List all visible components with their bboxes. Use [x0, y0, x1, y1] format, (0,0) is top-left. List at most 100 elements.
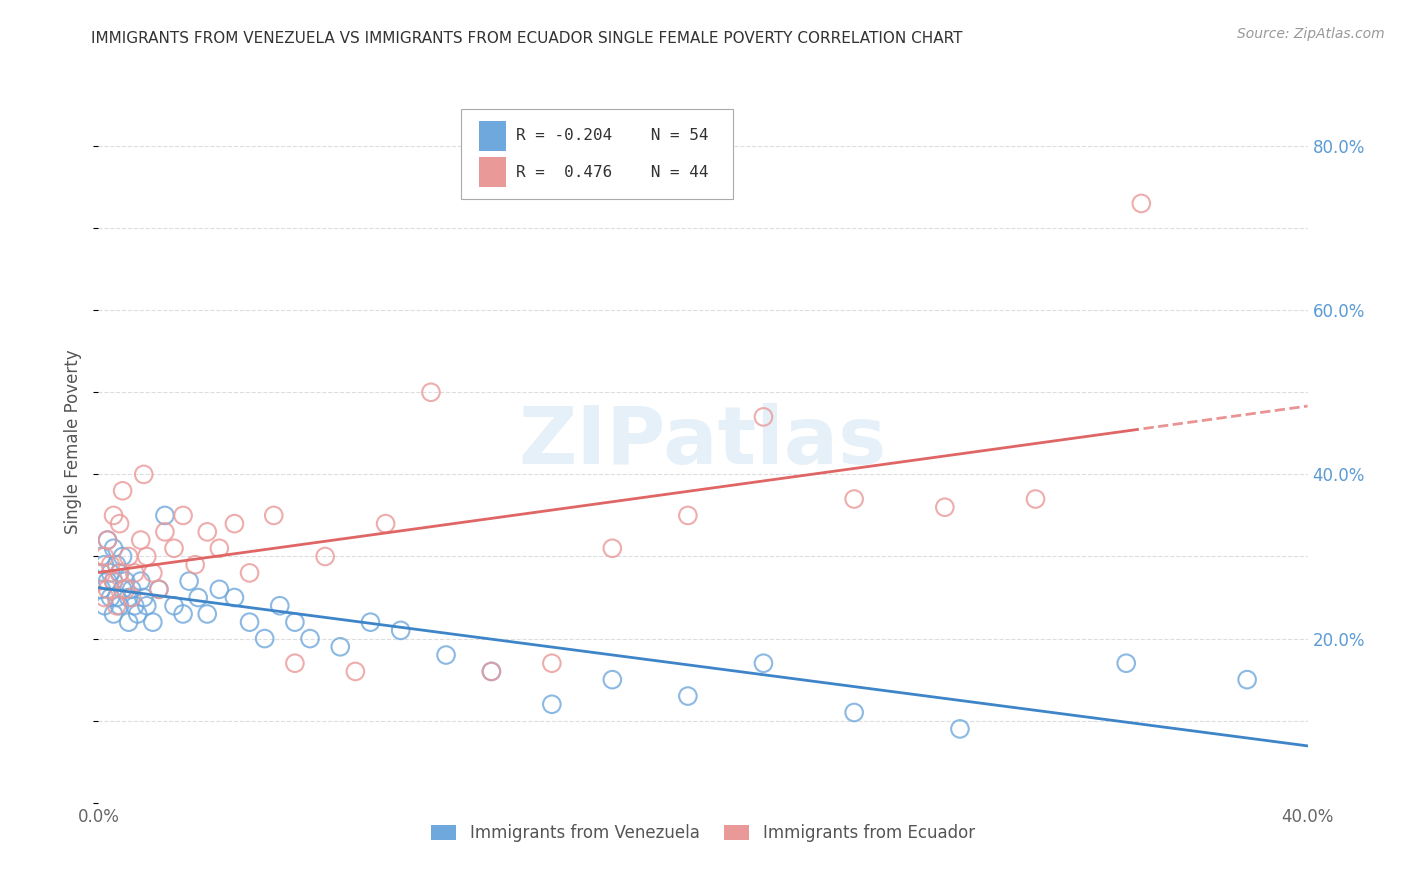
Point	[284, 657, 307, 671]
Point	[949, 722, 972, 736]
Point	[105, 591, 128, 605]
Point	[111, 483, 134, 498]
Point	[93, 599, 115, 613]
Point	[934, 500, 956, 515]
Point	[1115, 657, 1137, 671]
Point	[103, 541, 125, 556]
Point	[163, 599, 186, 613]
Point	[389, 624, 412, 638]
Point	[208, 541, 231, 556]
Point	[100, 566, 122, 580]
Point	[108, 566, 131, 580]
Point	[90, 566, 112, 580]
Point	[481, 665, 503, 679]
Point	[142, 566, 165, 580]
Point	[420, 385, 443, 400]
Point	[163, 541, 186, 556]
Point	[187, 591, 209, 605]
Point	[118, 615, 141, 630]
Point	[108, 516, 131, 531]
Legend: Immigrants from Venezuela, Immigrants from Ecuador: Immigrants from Venezuela, Immigrants fr…	[425, 817, 981, 848]
Point	[121, 582, 143, 597]
Point	[172, 607, 194, 621]
Point	[111, 582, 134, 597]
Point	[540, 657, 562, 671]
Point	[108, 599, 131, 613]
Point	[269, 599, 291, 613]
Text: Source: ZipAtlas.com: Source: ZipAtlas.com	[1237, 27, 1385, 41]
Point	[96, 582, 118, 597]
Point	[103, 607, 125, 621]
Point	[100, 591, 122, 605]
Point	[148, 582, 170, 597]
Point	[108, 566, 131, 580]
Point	[105, 599, 128, 613]
Point	[103, 508, 125, 523]
FancyBboxPatch shape	[461, 109, 734, 200]
Point	[602, 673, 624, 687]
Point	[195, 607, 218, 621]
Point	[127, 607, 149, 621]
Point	[284, 615, 307, 630]
Point	[105, 558, 128, 572]
Text: ZIPatlas: ZIPatlas	[519, 402, 887, 481]
Point	[129, 574, 152, 588]
Point	[121, 591, 143, 605]
Point	[239, 566, 262, 580]
Point	[224, 591, 246, 605]
Point	[114, 582, 136, 597]
Y-axis label: Single Female Poverty: Single Female Poverty	[65, 350, 83, 533]
Point	[124, 599, 146, 613]
Point	[374, 516, 396, 531]
Point	[172, 508, 194, 523]
Point	[540, 698, 562, 712]
Point	[111, 549, 134, 564]
Point	[96, 533, 118, 547]
Point	[135, 549, 157, 564]
Point	[114, 574, 136, 588]
Point	[195, 524, 218, 539]
Point	[434, 648, 457, 662]
Point	[135, 599, 157, 613]
Point	[132, 467, 155, 482]
Point	[1024, 491, 1046, 506]
Point	[253, 632, 276, 646]
Point	[96, 533, 118, 547]
Point	[129, 533, 152, 547]
Point	[314, 549, 336, 564]
Point	[676, 508, 699, 523]
Point	[184, 558, 207, 572]
Point	[1130, 196, 1153, 211]
Point	[752, 657, 775, 671]
Point	[329, 640, 352, 654]
Point	[844, 491, 866, 506]
Point	[360, 615, 382, 630]
Point	[103, 574, 125, 588]
Point	[90, 549, 112, 564]
Text: R = -0.204    N = 54: R = -0.204 N = 54	[516, 128, 709, 144]
Point	[148, 582, 170, 597]
Point	[132, 591, 155, 605]
Point	[602, 541, 624, 556]
Point	[93, 549, 115, 564]
Point	[90, 582, 112, 597]
Text: IMMIGRANTS FROM VENEZUELA VS IMMIGRANTS FROM ECUADOR SINGLE FEMALE POVERTY CORRE: IMMIGRANTS FROM VENEZUELA VS IMMIGRANTS …	[91, 31, 963, 46]
Point	[844, 706, 866, 720]
Point	[153, 524, 176, 539]
Point	[118, 591, 141, 605]
Point	[153, 508, 176, 523]
Point	[179, 574, 201, 588]
Text: R =  0.476    N = 44: R = 0.476 N = 44	[516, 164, 709, 179]
Point	[1236, 673, 1258, 687]
Point	[100, 558, 122, 572]
Point	[239, 615, 262, 630]
Point	[124, 566, 146, 580]
Point	[142, 615, 165, 630]
Point	[344, 665, 367, 679]
Bar	[479, 157, 506, 187]
Point	[208, 582, 231, 597]
Point	[96, 574, 118, 588]
Point	[103, 574, 125, 588]
Point	[263, 508, 285, 523]
Point	[93, 558, 115, 572]
